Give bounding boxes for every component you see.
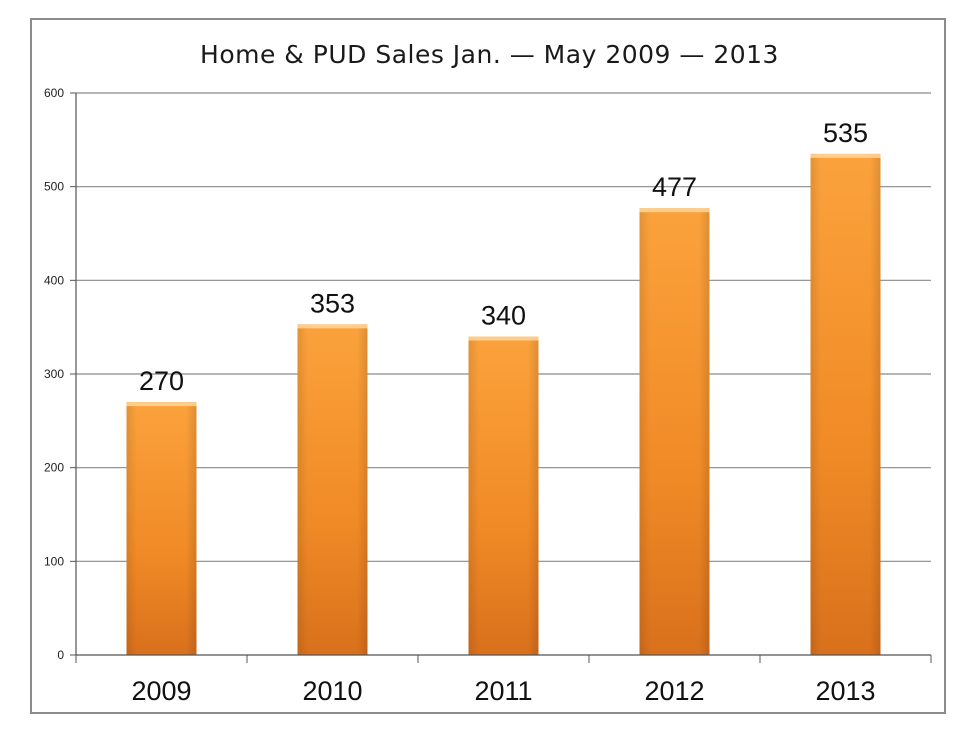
bar-top-highlight [639, 208, 710, 213]
bars [126, 153, 881, 655]
y-tick-label: 0 [57, 648, 64, 662]
x-tick-label: 2009 [131, 676, 191, 706]
labels: 0 100 200 300 400 500 600 270 2009 353 2010 340 2011… [44, 86, 876, 706]
bar-top-highlight [810, 153, 881, 158]
data-label: 353 [310, 288, 355, 318]
y-tick-label: 300 [44, 367, 64, 381]
x-tick-label: 2011 [474, 676, 532, 706]
y-tick-label: 200 [44, 461, 64, 475]
data-label: 340 [481, 301, 526, 331]
axes [70, 92, 932, 663]
bar-shade [126, 402, 197, 655]
bar-top-highlight [297, 324, 368, 329]
bar-top-highlight [126, 402, 197, 407]
data-label: 270 [139, 366, 184, 396]
bar-shade [468, 336, 539, 655]
y-tick-label: 100 [44, 554, 64, 568]
x-tick-label: 2012 [644, 676, 704, 706]
bar-shade [810, 153, 881, 655]
y-tick-label: 400 [44, 273, 64, 287]
bar-shade [297, 324, 368, 655]
bar-top-highlight [468, 336, 539, 341]
data-label: 477 [652, 172, 697, 202]
x-tick-label: 2013 [815, 676, 875, 706]
chart-title: Home & PUD Sales Jan. — May 2009 — 2013 [200, 40, 779, 69]
data-label: 535 [823, 118, 868, 148]
bar-shade [639, 208, 710, 655]
x-tick-label: 2010 [302, 676, 362, 706]
y-tick-label: 600 [44, 86, 64, 100]
y-tick-label: 500 [44, 180, 64, 194]
